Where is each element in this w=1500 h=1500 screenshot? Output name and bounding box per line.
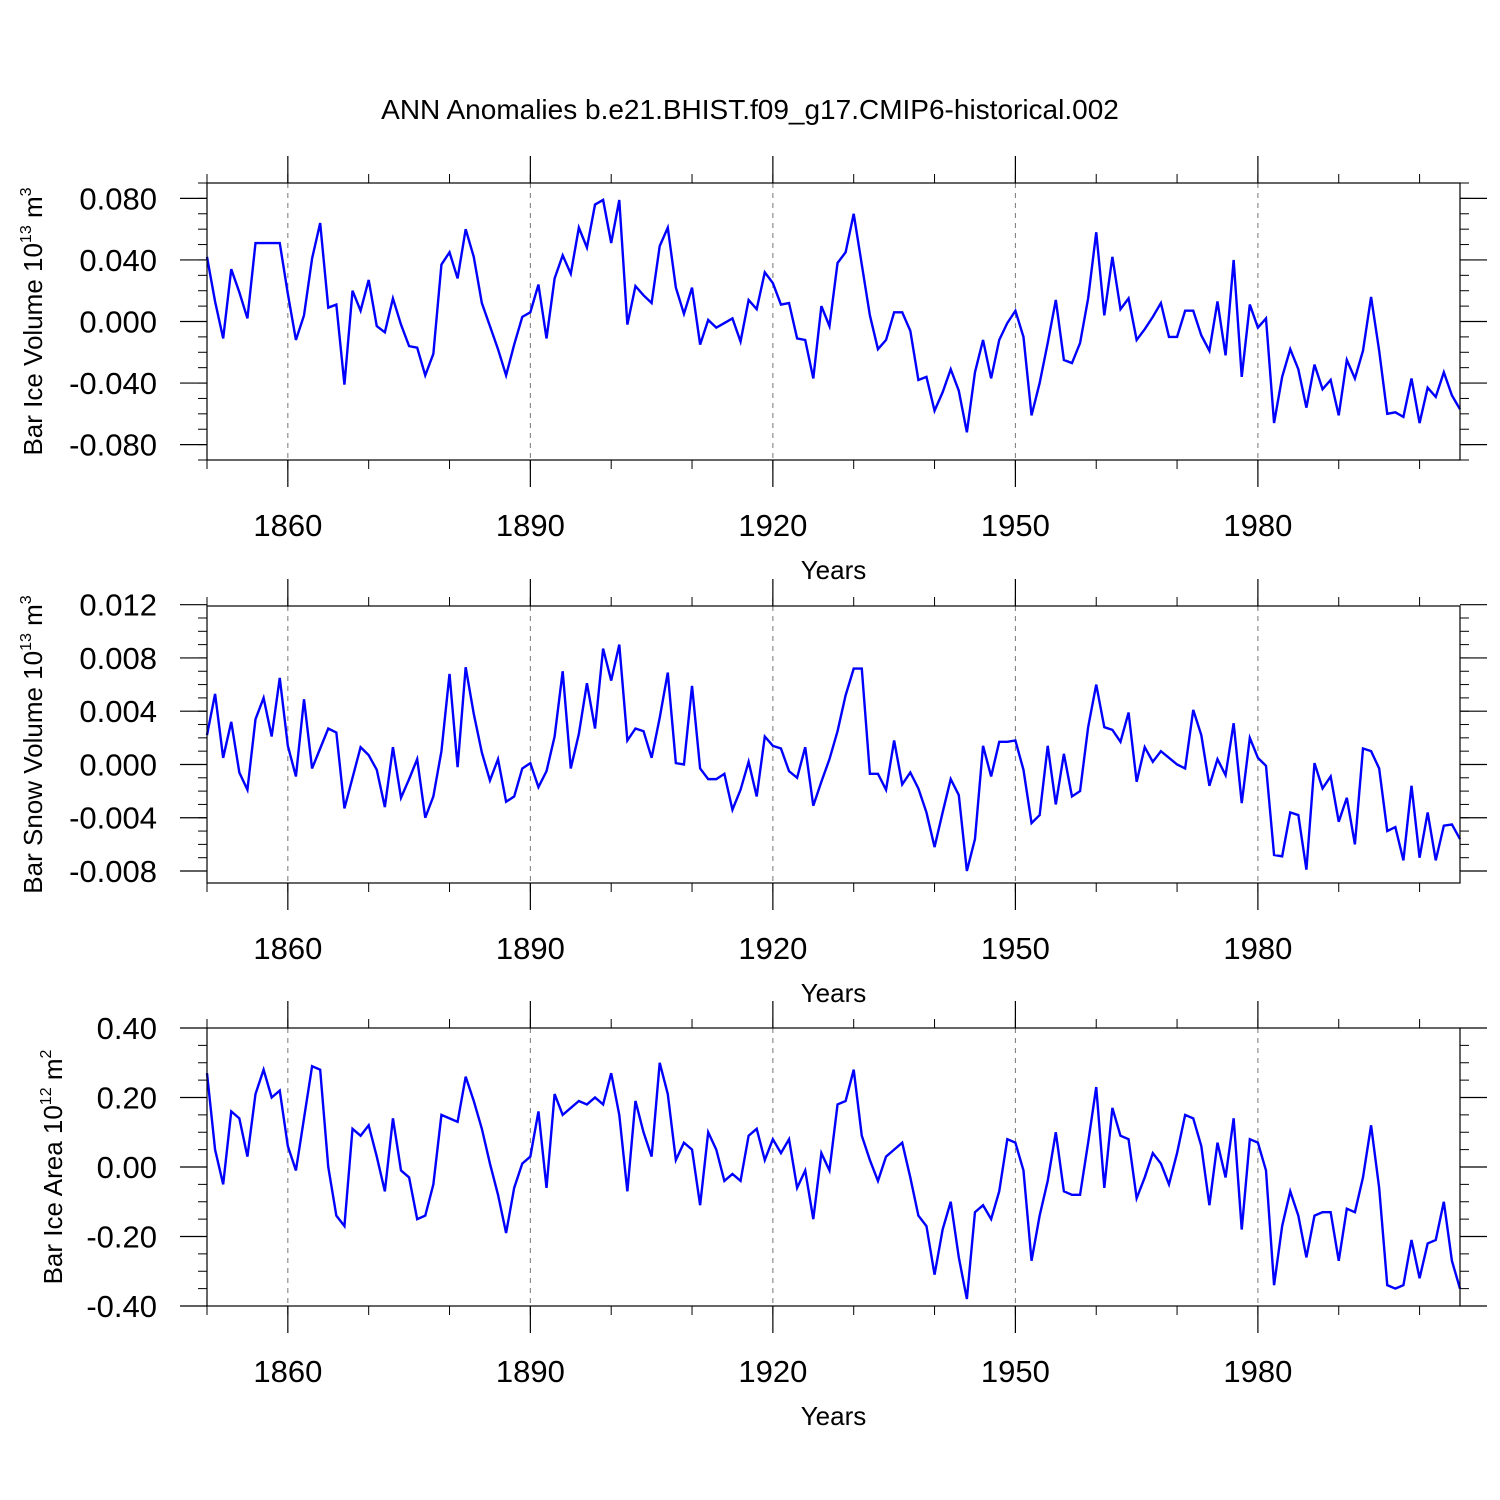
y-tick-label: -0.20 bbox=[86, 1220, 157, 1255]
y-axis-title: Bar Ice Volume 1013 m3 bbox=[18, 187, 48, 455]
y-tick-label: 0.008 bbox=[79, 641, 157, 676]
y-axis-title: Bar Snow Volume 1013 m3 bbox=[18, 595, 48, 894]
x-tick-label: 1950 bbox=[981, 508, 1050, 543]
x-tick-label: 1980 bbox=[1223, 931, 1292, 966]
series-line bbox=[205, 198, 1462, 433]
y-axis-title-exponent: 13 bbox=[18, 633, 35, 651]
y-tick-label: -0.080 bbox=[69, 428, 157, 463]
x-tick-label: 1890 bbox=[496, 1354, 565, 1389]
y-tick-label: 0.00 bbox=[97, 1150, 157, 1185]
y-axis-title-base: Bar Ice Area 10 bbox=[38, 1105, 68, 1284]
x-tick-label: 1920 bbox=[738, 931, 807, 966]
x-tick-label: 1980 bbox=[1223, 1354, 1292, 1389]
y-tick-label: 0.20 bbox=[97, 1081, 157, 1116]
x-tick-label: 1920 bbox=[738, 508, 807, 543]
y-axis-title: Bar Ice Area 1012 m2 bbox=[38, 1049, 68, 1284]
x-tick-label: 1980 bbox=[1223, 508, 1292, 543]
x-tick-label: 1860 bbox=[253, 931, 322, 966]
y-tick-label: -0.008 bbox=[69, 854, 157, 889]
x-tick-label: 1920 bbox=[738, 1354, 807, 1389]
chart-title: ANN Anomalies b.e21.BHIST.f09_g17.CMIP6-… bbox=[381, 94, 1119, 125]
x-tick-label: 1890 bbox=[496, 508, 565, 543]
y-axis-title-unit-exponent: 3 bbox=[18, 595, 35, 604]
panel-1: 0.080 0.040 0.000 -0.040 -0.080 1860 1890 1920 1… bbox=[18, 156, 1487, 585]
y-axis-title-exponent: 12 bbox=[38, 1087, 55, 1105]
x-tick-label: 1950 bbox=[981, 1354, 1050, 1389]
y-tick-label: 0.40 bbox=[97, 1011, 157, 1046]
y-axis-title-unit: m bbox=[38, 1058, 68, 1087]
y-tick-label: -0.40 bbox=[86, 1289, 157, 1324]
x-axis-title: Years bbox=[801, 978, 867, 1008]
plot-frame bbox=[206, 182, 1461, 461]
x-tick-label: 1950 bbox=[981, 931, 1050, 966]
panel-3: 0.40 0.20 0.00 -0.20 -0.40 1860 1890 1920 1950 19… bbox=[38, 1001, 1487, 1431]
y-tick-label: 0.040 bbox=[79, 243, 157, 278]
series-line bbox=[205, 1062, 1462, 1300]
y-tick-label: 0.080 bbox=[79, 181, 157, 216]
plot-frame bbox=[206, 1027, 1461, 1307]
x-axis-title: Years bbox=[801, 555, 867, 585]
y-axis-title-base: Bar Ice Volume 10 bbox=[18, 243, 48, 455]
y-tick-label: -0.040 bbox=[69, 366, 157, 401]
y-axis-title-unit-exponent: 2 bbox=[38, 1049, 55, 1058]
y-tick-label: 0.000 bbox=[79, 305, 157, 340]
y-axis-title-unit: m bbox=[18, 196, 48, 225]
y-axis-title-unit: m bbox=[18, 604, 48, 633]
y-axis-title-base: Bar Snow Volume 10 bbox=[18, 651, 48, 894]
y-axis-title-exponent: 13 bbox=[18, 225, 35, 243]
y-tick-label: 0.000 bbox=[79, 747, 157, 782]
panel-2: 0.012 0.008 0.004 0.000 -0.004 -0.008 1860 1890… bbox=[18, 579, 1487, 1008]
x-tick-label: 1860 bbox=[253, 508, 322, 543]
x-axis-title: Years bbox=[801, 1401, 867, 1431]
plot-frame bbox=[206, 605, 1461, 884]
y-tick-label: 0.004 bbox=[79, 694, 157, 729]
x-tick-label: 1890 bbox=[496, 931, 565, 966]
y-axis-title-unit-exponent: 3 bbox=[18, 187, 35, 196]
x-tick-label: 1860 bbox=[253, 1354, 322, 1389]
series-line bbox=[205, 644, 1462, 872]
y-tick-label: 0.012 bbox=[79, 588, 157, 623]
y-tick-label: -0.004 bbox=[69, 801, 157, 836]
